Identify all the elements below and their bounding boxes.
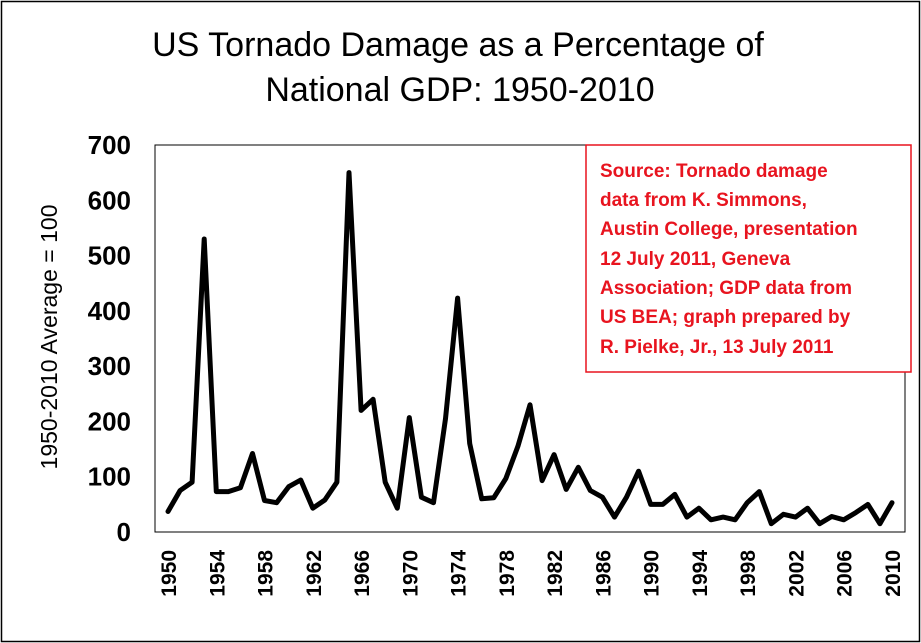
y-tick-label: 600 (88, 185, 131, 215)
series-line (165, 170, 895, 527)
x-tick-label: 1954 (206, 550, 229, 597)
x-tick-label: 1982 (544, 550, 567, 597)
x-tick-label: 1998 (737, 550, 760, 597)
x-axis-ticks: 1950 1954 1958 1962 1966 1970 1974 1978 1982 1986… (158, 550, 905, 597)
x-tick-label: 1970 (399, 550, 422, 597)
source-line: data from K. Simmons, (600, 190, 807, 211)
y-tick-label: 400 (88, 296, 131, 326)
x-tick-label: 2002 (785, 550, 808, 597)
x-tick-label: 1994 (689, 550, 712, 597)
x-tick-label: 1986 (592, 550, 615, 597)
x-tick-label: 1978 (496, 550, 519, 597)
x-tick-label: 1950 (158, 550, 181, 597)
source-annotation-box (585, 144, 912, 373)
x-tick-label: 1958 (255, 550, 278, 597)
source-line: US BEA; graph prepared by (600, 307, 851, 328)
source-line: Association; GDP data from (600, 278, 852, 299)
source-line: Source: Tornado damage (600, 161, 828, 182)
x-tick-label: 2010 (882, 550, 905, 597)
source-annotation: Source: Tornado damage data from K. Simm… (600, 161, 858, 358)
x-tick-label: 1962 (303, 550, 326, 597)
source-line: Austin College, presentation (600, 219, 858, 240)
y-tick-label: 500 (88, 241, 131, 271)
y-tick-label: 300 (88, 351, 131, 381)
source-line: 12 July 2011, Geneva (600, 249, 791, 270)
y-tick-label: 700 (88, 130, 131, 160)
chart-title-line-1: US Tornado Damage as a Percentage of (152, 26, 764, 64)
chart-title-line-2: National GDP: 1950-2010 (265, 71, 654, 109)
x-tick-label: 1990 (641, 550, 664, 597)
y-axis-ticks: 0 100 200 300 400 500 600 700 (88, 130, 131, 547)
y-tick-label: 0 (117, 517, 131, 547)
x-tick-label: 2006 (834, 550, 857, 597)
x-tick-label: 1966 (351, 550, 374, 597)
source-line: R. Pielke, Jr., 13 July 2011 (600, 337, 834, 358)
x-tick-label: 1974 (448, 550, 471, 597)
y-axis-label: 1950-2010 Average = 100 (36, 205, 62, 470)
y-tick-label: 100 (88, 462, 131, 492)
y-tick-label: 200 (88, 406, 131, 436)
